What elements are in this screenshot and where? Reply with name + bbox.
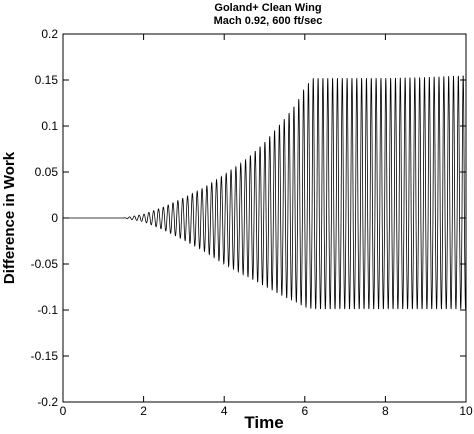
x-tick-label: 10	[459, 404, 473, 418]
x-tick-label: 4	[221, 404, 228, 418]
y-axis-label: Difference in Work	[1, 151, 18, 284]
y-tick-label: 0.05	[35, 165, 59, 179]
chart-title: Goland+ Clean Wing	[214, 2, 321, 14]
y-tick-label: -0.1	[37, 303, 58, 317]
x-tick-label: 6	[301, 404, 308, 418]
y-tick-label: 0	[51, 211, 58, 225]
chart-subtitle: Mach 0.92, 600 ft/sec	[214, 15, 323, 27]
y-tick-label: 0.1	[41, 119, 58, 133]
y-tick-label: 0.15	[35, 73, 59, 87]
x-tick-label: 0	[60, 404, 67, 418]
x-axis: 0 2 4 6 8 10	[60, 34, 473, 418]
y-axis: -0.2 -0.15 -0.1 -0.05 0 0.05 0.1 0.15 0.2	[31, 27, 466, 409]
y-tick-label: -0.15	[31, 349, 59, 363]
y-tick-label: 0.2	[41, 27, 58, 41]
x-axis-label: Time	[244, 413, 283, 432]
y-tick-label: -0.2	[37, 395, 58, 409]
series-line	[63, 75, 467, 310]
y-tick-label: -0.05	[31, 257, 59, 271]
x-tick-label: 8	[382, 404, 389, 418]
x-tick-label: 2	[140, 404, 147, 418]
